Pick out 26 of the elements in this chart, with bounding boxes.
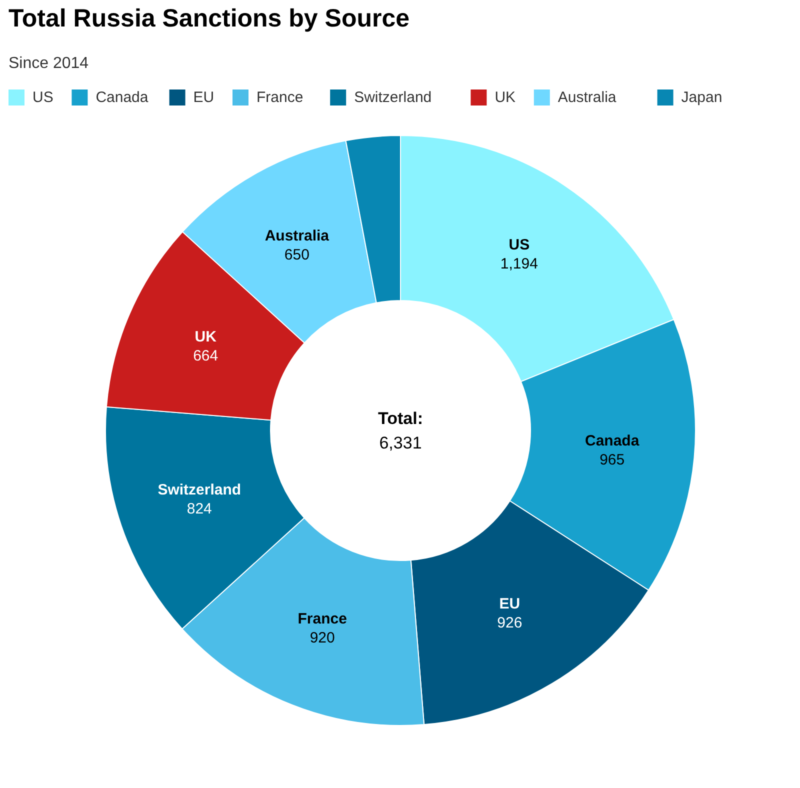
slice-label: Switzerland [158, 482, 242, 499]
legend-label: Canada [96, 89, 149, 106]
legend-label: France [256, 89, 304, 106]
legend-label: Japan [681, 89, 722, 106]
data-label: 926 [497, 614, 522, 632]
legend-label: Switzerland [354, 89, 432, 106]
slice-label: EU [499, 595, 520, 612]
text: 6,331 [379, 434, 422, 452]
data-label: 1,194 [500, 256, 538, 273]
legend-label: Australia [558, 89, 617, 106]
data-label: 824 [186, 500, 212, 518]
data-label: 664 [193, 347, 218, 364]
slice-label: US [508, 236, 530, 254]
data-label: 920 [310, 630, 335, 647]
slice-label: Canada [584, 432, 640, 450]
data-label: 965 [600, 452, 625, 469]
legend-label: UK [494, 89, 516, 106]
chart-title: Total Russia Sanctions by Source [8, 4, 410, 32]
slice-label: UK [194, 328, 217, 346]
chart-subtitle: Since 2014 [8, 55, 89, 72]
text: Total: [378, 409, 424, 428]
legend-label: EU [193, 89, 214, 106]
slice-label: France [298, 610, 347, 628]
legend-label: US [32, 89, 54, 106]
slice-label: Australia [264, 227, 330, 244]
data-label: 650 [284, 246, 310, 264]
